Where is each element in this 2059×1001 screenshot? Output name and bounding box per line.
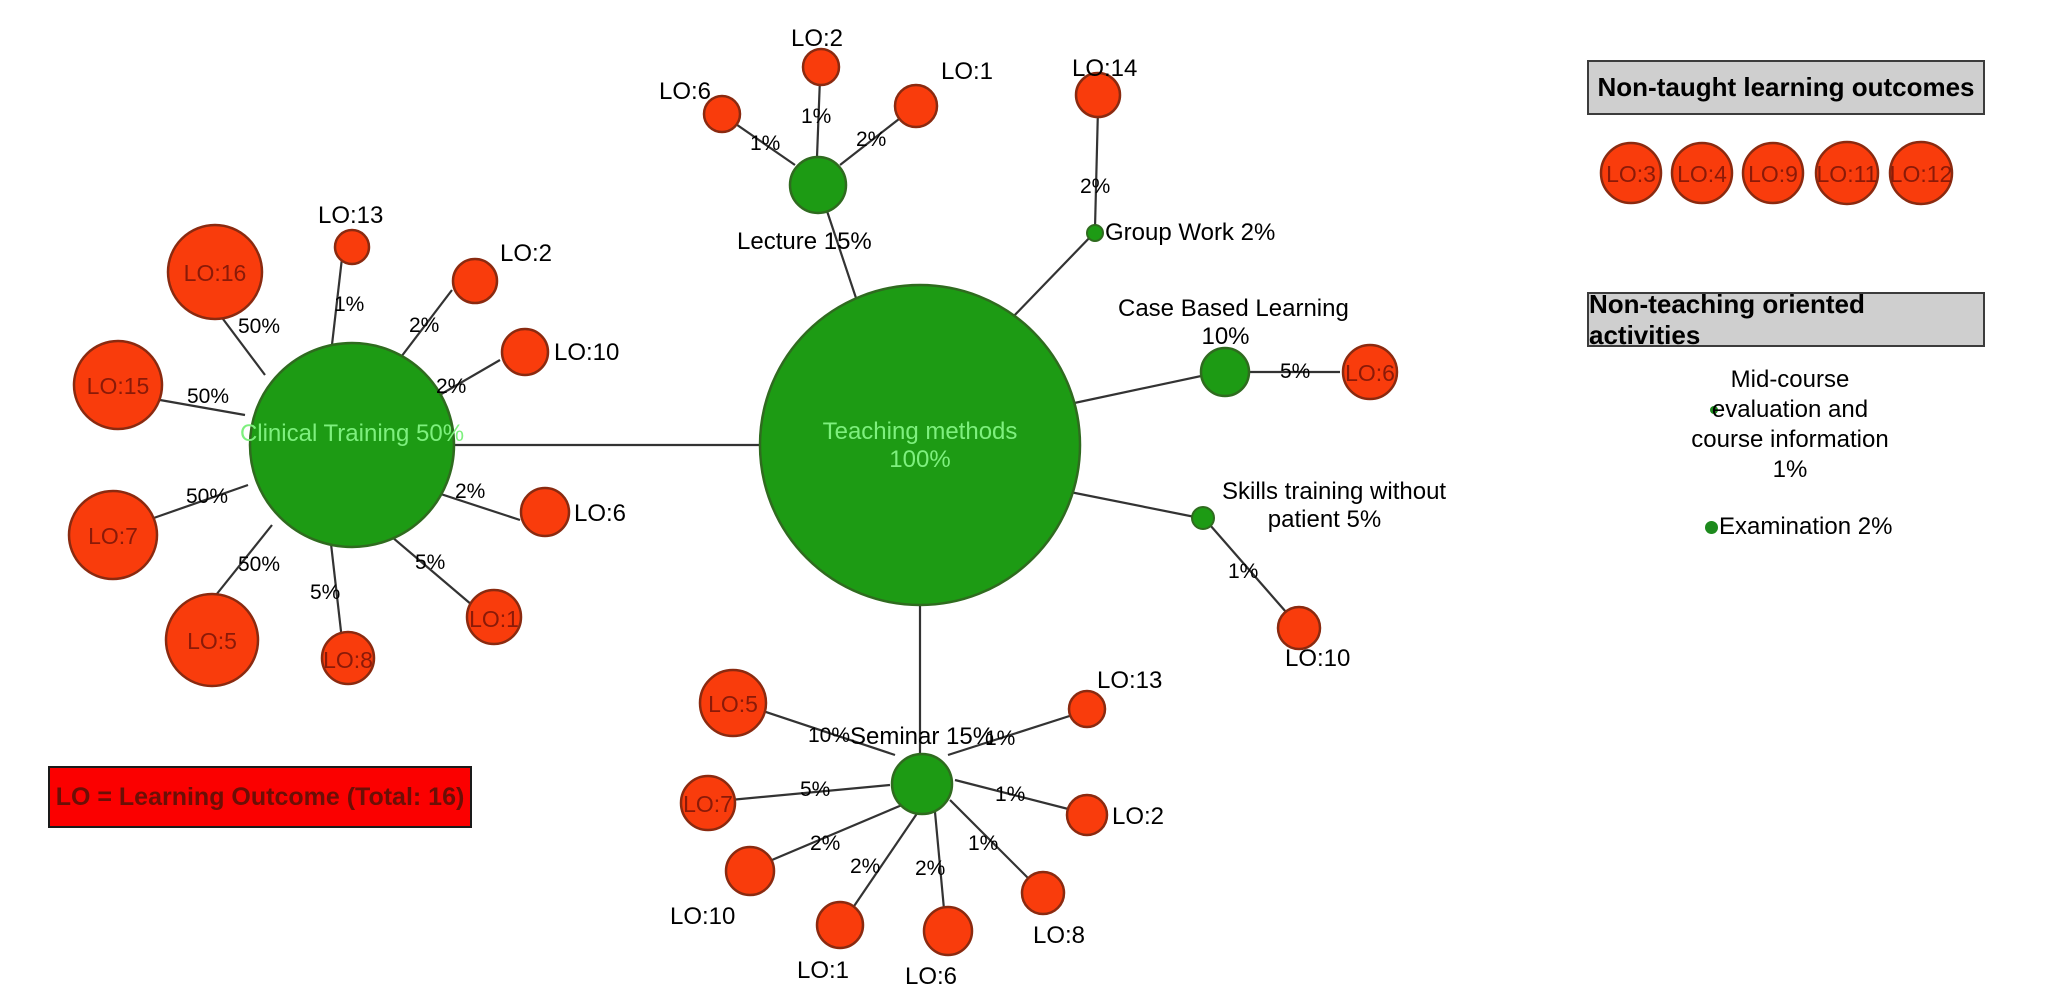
other-lo-nodes bbox=[1074, 71, 1399, 651]
node-clinical-training[interactable] bbox=[248, 341, 456, 549]
edge-seminar-lo10 bbox=[759, 803, 903, 867]
legend-item-mid-course: Mid-course evaluation and course informa… bbox=[1660, 365, 1920, 485]
mid-course-line2: evaluation and bbox=[1711, 396, 1869, 423]
edge-root-groupwork bbox=[1009, 231, 1096, 321]
seminar-lo-nodes bbox=[679, 668, 1109, 957]
edge-seminar-lo5 bbox=[759, 708, 896, 757]
lo-node-seminar-lo7[interactable] bbox=[679, 774, 737, 832]
lo-node-clinical-lo13[interactable] bbox=[333, 228, 371, 266]
mid-course-line4: 1% bbox=[1772, 456, 1808, 483]
mid-course-line3: course information bbox=[1691, 426, 1889, 453]
edge-groupwork-lo14 bbox=[1093, 107, 1100, 229]
edge-lecture-lo6 bbox=[729, 119, 796, 166]
edge-seminar-lo13 bbox=[947, 710, 1083, 757]
lo-node-clinical-lo8[interactable] bbox=[320, 630, 376, 686]
lo-node-legend-lo9[interactable] bbox=[1741, 141, 1805, 205]
legend-lo-key: LO = Learning Outcome (Total: 16) bbox=[48, 766, 472, 828]
legend-non-teaching-title: Non-teaching oriented activities bbox=[1587, 289, 1985, 350]
node-seminar[interactable] bbox=[890, 752, 954, 816]
lo-node-legend-lo11[interactable] bbox=[1814, 140, 1880, 206]
leaf-edges bbox=[1093, 107, 1340, 621]
lo-node-seminar-lo6[interactable] bbox=[922, 905, 974, 957]
lo-node-seminar-lo2[interactable] bbox=[1065, 793, 1109, 837]
lo-node-lecture-lo2[interactable] bbox=[801, 47, 841, 87]
edge-seminar-lo2 bbox=[954, 778, 1081, 814]
edge-root-cbl bbox=[1064, 370, 1221, 407]
legend-item-examination: Examination 2% bbox=[1719, 513, 1893, 540]
lo-node-legend-lo12[interactable] bbox=[1888, 140, 1954, 206]
node-lecture[interactable] bbox=[788, 155, 848, 215]
lo-node-clinical-lo7[interactable] bbox=[67, 489, 159, 581]
mid-course-line1: Mid-course bbox=[1730, 366, 1850, 393]
lo-node-seminar-lo13[interactable] bbox=[1067, 689, 1107, 729]
node-teaching-methods[interactable] bbox=[758, 283, 1082, 607]
lo-node-legend-lo4[interactable] bbox=[1670, 141, 1734, 205]
lecture-lo-nodes bbox=[702, 47, 939, 134]
edge-seminar-lo6 bbox=[933, 811, 947, 921]
lo-node-skills-lo10[interactable] bbox=[1276, 605, 1322, 651]
lo-node-cbl-lo6[interactable] bbox=[1341, 343, 1399, 401]
lo-node-seminar-lo1[interactable] bbox=[815, 900, 865, 950]
lo-node-clinical-lo1[interactable] bbox=[465, 588, 523, 646]
lecture-edges bbox=[729, 77, 909, 166]
legend-non-taught-title: Non-taught learning outcomes bbox=[1587, 60, 1985, 115]
lo-node-lecture-lo1[interactable] bbox=[893, 83, 939, 129]
edge-seminar-lo1 bbox=[847, 811, 919, 916]
lo-node-clinical-lo6[interactable] bbox=[519, 486, 571, 538]
seminar-edges bbox=[729, 708, 1083, 921]
edge-clinical-lo7 bbox=[147, 483, 249, 522]
lo-node-clinical-lo10[interactable] bbox=[500, 327, 550, 377]
lo-node-clinical-lo16[interactable] bbox=[166, 223, 264, 321]
lo-node-lecture-lo6[interactable] bbox=[702, 94, 742, 134]
lo-node-clinical-lo2[interactable] bbox=[451, 257, 499, 305]
edge-lecture-lo2 bbox=[815, 77, 822, 158]
lo-node-seminar-lo8[interactable] bbox=[1020, 870, 1066, 916]
lo-node-groupwork-lo14[interactable] bbox=[1074, 71, 1122, 119]
legend-bullet-dot-mid-course bbox=[1710, 406, 1718, 414]
edge-seminar-lo7 bbox=[729, 783, 891, 802]
edge-clinical-lo8 bbox=[328, 534, 344, 641]
lo-node-seminar-lo10[interactable] bbox=[724, 845, 776, 897]
non-taught-lo-nodes bbox=[1599, 140, 1954, 206]
lo-node-clinical-lo5[interactable] bbox=[164, 592, 260, 688]
hub-nodes bbox=[248, 155, 1251, 816]
node-group-work[interactable] bbox=[1086, 224, 1104, 242]
edge-root-skills bbox=[1059, 488, 1201, 520]
edge-skills-lo10 bbox=[1209, 524, 1294, 621]
clinical-lo-nodes bbox=[67, 223, 571, 688]
lo-node-legend-lo3[interactable] bbox=[1599, 141, 1663, 205]
legend-bullet-dot-examination bbox=[1705, 521, 1718, 534]
edge-clinical-lo5 bbox=[211, 524, 273, 601]
edge-lecture-lo1 bbox=[839, 111, 909, 166]
edge-seminar-lo8 bbox=[949, 799, 1036, 886]
lo-node-clinical-lo15[interactable] bbox=[72, 339, 164, 431]
lo-node-seminar-lo5[interactable] bbox=[698, 668, 768, 738]
edge-clinical-lo15 bbox=[159, 398, 246, 417]
node-case-based-learning[interactable] bbox=[1199, 346, 1251, 398]
node-skills-training[interactable] bbox=[1191, 506, 1215, 530]
